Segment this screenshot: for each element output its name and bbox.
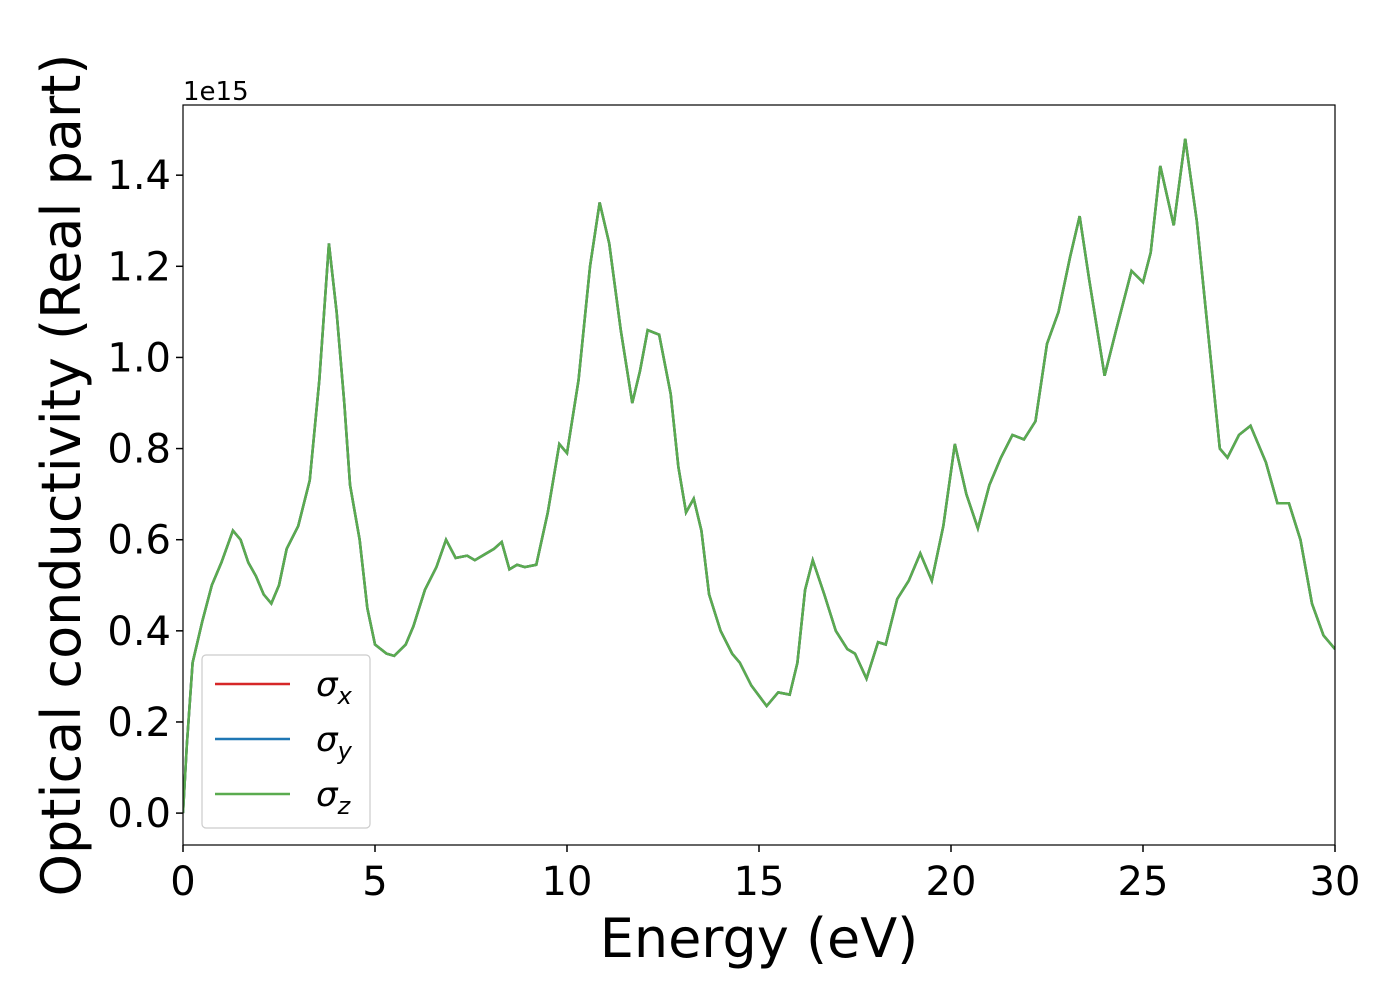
x-tick-label: 15 [734, 859, 785, 905]
y-axis-label: Optical conductivity (Real part) [30, 54, 93, 897]
y-tick-label: 0.4 [107, 609, 171, 655]
x-tick-label: 5 [362, 859, 387, 905]
plot-frame [182, 104, 1336, 846]
y-tick-label: 0.6 [107, 518, 171, 564]
x-tick-label: 0 [170, 859, 195, 905]
x-tick-label: 10 [542, 859, 593, 905]
y-tick-label: 1.4 [107, 153, 171, 199]
y-tick-label: 1.2 [107, 244, 171, 290]
legend-label: σx [316, 665, 353, 710]
y-tick-label: 1.0 [107, 335, 171, 381]
legend-label: σz [316, 775, 352, 820]
x-tick-label: 25 [1118, 859, 1169, 905]
y-tick-label: 0.2 [107, 700, 171, 746]
y-tick-label: 0.0 [107, 791, 171, 837]
legend-box [201, 654, 371, 829]
y-offset-label: 1e15 [183, 77, 249, 107]
x-tick-label: 20 [926, 859, 977, 905]
x-tick-label: 30 [1310, 859, 1361, 905]
line-series [183, 138, 1335, 814]
y-tick-label: 0.8 [107, 427, 171, 473]
legend-label: σy [316, 720, 353, 765]
x-axis-label: Energy (eV) [600, 907, 919, 970]
